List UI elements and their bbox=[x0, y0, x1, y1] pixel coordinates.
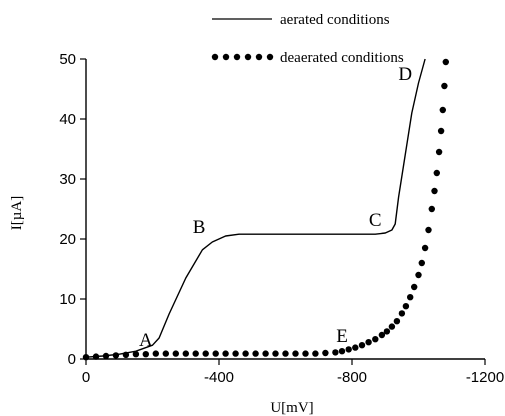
y-tick-label: 40 bbox=[59, 111, 76, 128]
x-tick-label: 0 bbox=[82, 369, 90, 386]
data-point bbox=[372, 336, 379, 343]
legend-dot bbox=[222, 53, 230, 61]
data-point bbox=[122, 351, 130, 358]
data-point bbox=[358, 342, 366, 349]
data-point bbox=[441, 82, 448, 90]
data-point bbox=[162, 350, 169, 357]
x-tick-label: -1200 bbox=[466, 369, 504, 386]
legend-dot bbox=[233, 53, 241, 61]
x-axis-title: U[mV] bbox=[270, 400, 313, 416]
point-label-b: B bbox=[193, 217, 206, 238]
series-dots-deaerated bbox=[82, 58, 449, 361]
data-point bbox=[411, 283, 418, 291]
data-point bbox=[312, 350, 319, 357]
axis-ticks: 0 -400 -800 -1200 0 10 20 30 40 50 bbox=[59, 51, 504, 386]
annotation-layer: A B C D E bbox=[139, 64, 412, 351]
point-label-c: C bbox=[369, 210, 382, 231]
data-point bbox=[202, 350, 209, 357]
x-tick-label: -400 bbox=[204, 369, 234, 386]
data-point bbox=[421, 244, 429, 252]
data-point bbox=[302, 350, 309, 357]
data-point bbox=[393, 318, 401, 325]
data-point bbox=[388, 323, 396, 330]
legend-dot bbox=[266, 53, 274, 61]
data-point bbox=[418, 259, 425, 267]
y-tick-label: 20 bbox=[59, 231, 76, 248]
legend-dot bbox=[255, 53, 263, 61]
point-label-a: A bbox=[139, 330, 153, 351]
data-point bbox=[439, 106, 446, 114]
data-point bbox=[425, 226, 432, 234]
series-line-aerated bbox=[85, 58, 426, 358]
y-tick-label: 0 bbox=[68, 351, 76, 368]
data-point bbox=[232, 350, 239, 357]
series-layer bbox=[82, 58, 449, 361]
data-point bbox=[282, 350, 289, 357]
legend: aerated conditions deaerated conditions bbox=[211, 12, 404, 66]
data-point bbox=[352, 344, 359, 351]
legend-dot bbox=[244, 53, 252, 61]
legend-dots-deaerated bbox=[211, 53, 274, 61]
data-point bbox=[142, 351, 149, 358]
data-point bbox=[322, 349, 329, 357]
data-point bbox=[272, 350, 279, 357]
data-point bbox=[338, 348, 346, 355]
data-point bbox=[442, 58, 449, 66]
data-point bbox=[383, 328, 391, 335]
data-point bbox=[112, 352, 120, 359]
axes bbox=[85, 59, 485, 360]
data-point bbox=[407, 294, 414, 301]
data-point bbox=[415, 271, 422, 279]
data-point bbox=[332, 349, 339, 356]
data-point bbox=[82, 354, 90, 361]
data-point bbox=[365, 339, 372, 346]
data-point bbox=[192, 350, 199, 357]
x-tick-label: -800 bbox=[337, 369, 367, 386]
point-label-e: E bbox=[336, 326, 348, 347]
data-point bbox=[132, 351, 140, 358]
y-axis-title: I[µA] bbox=[9, 196, 25, 230]
data-point bbox=[378, 331, 386, 339]
data-point bbox=[252, 350, 259, 357]
data-point bbox=[212, 350, 219, 357]
point-label-d: D bbox=[398, 64, 412, 85]
data-point bbox=[172, 350, 179, 357]
legend-dot bbox=[211, 53, 219, 61]
data-point bbox=[262, 350, 269, 357]
legend-label-deaerated: deaerated conditions bbox=[280, 50, 404, 66]
data-point bbox=[222, 350, 229, 357]
data-point bbox=[437, 127, 445, 135]
data-point bbox=[428, 205, 435, 213]
data-point bbox=[102, 352, 110, 360]
data-point bbox=[345, 346, 352, 353]
data-point bbox=[402, 303, 410, 310]
data-point bbox=[92, 353, 100, 360]
data-point bbox=[182, 350, 189, 357]
y-tick-label: 10 bbox=[59, 291, 76, 308]
data-point bbox=[242, 350, 249, 357]
y-tick-label: 50 bbox=[59, 51, 76, 68]
data-point bbox=[435, 148, 443, 156]
data-point bbox=[398, 310, 406, 317]
data-point bbox=[152, 350, 159, 357]
data-point bbox=[292, 350, 299, 357]
y-tick-label: 30 bbox=[59, 171, 76, 188]
data-point bbox=[431, 187, 438, 195]
data-point bbox=[433, 169, 440, 177]
legend-label-aerated: aerated conditions bbox=[280, 12, 390, 28]
